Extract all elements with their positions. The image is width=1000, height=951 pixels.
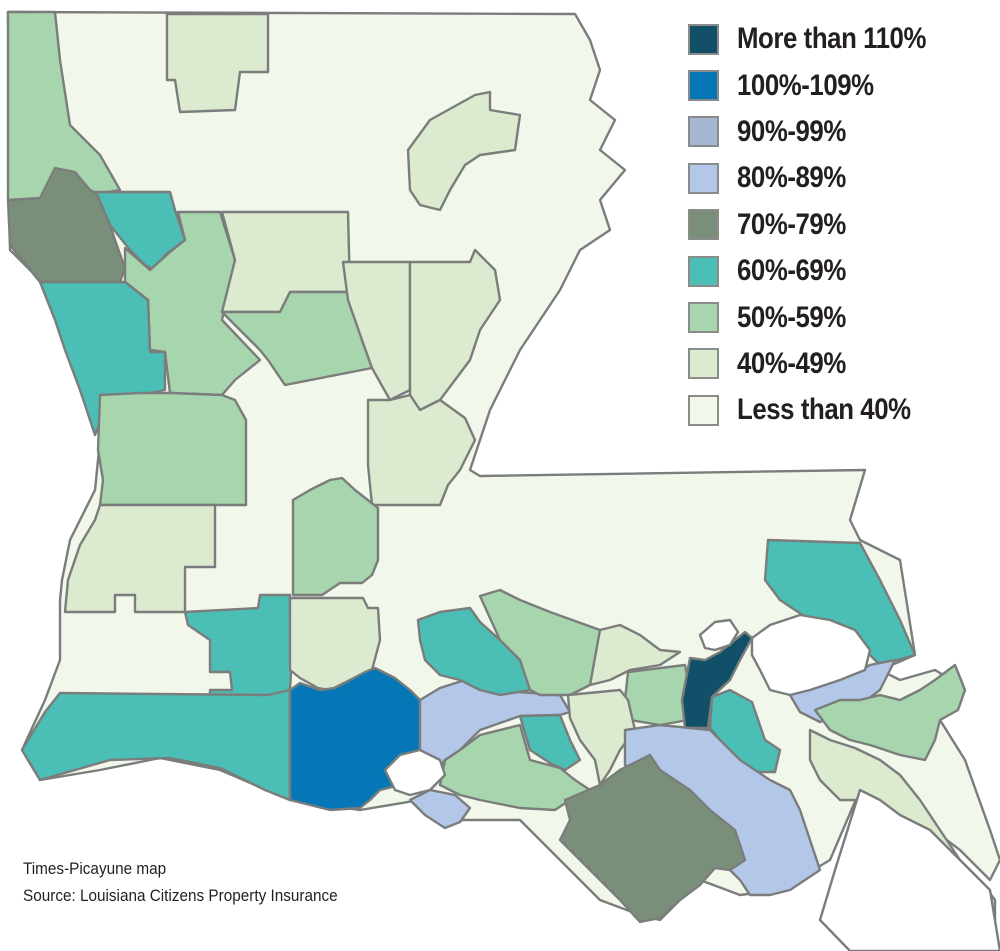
legend-label: 50%-59% [737, 300, 846, 334]
parish[interactable] [165, 12, 270, 114]
credit-line: Times-Picayune map [23, 859, 167, 878]
parish[interactable] [96, 391, 248, 507]
legend-label: Less than 40% [737, 393, 911, 427]
legend-item: Less than 40% [688, 387, 957, 433]
legend-label: 60%-69% [737, 254, 846, 288]
parish[interactable] [406, 90, 522, 212]
legend-swatch [688, 302, 719, 334]
legend-swatch [688, 70, 719, 102]
parish[interactable] [623, 663, 692, 727]
legend-label: 70%-79% [737, 207, 846, 241]
legend-swatch [688, 255, 719, 287]
gulf-notch [818, 788, 1000, 951]
legend-item: More than 110% [688, 16, 957, 62]
parish[interactable] [813, 663, 967, 762]
lake-pontchartrain [750, 613, 872, 697]
legend-item: 100%-109% [688, 62, 957, 108]
legend-item: 90%-99% [688, 109, 957, 155]
legend-item: 50%-59% [688, 294, 957, 340]
source-line: Source: Louisiana Citizens Property Insu… [23, 886, 338, 905]
legend-swatch [688, 162, 719, 194]
legend-item: 70%-79% [688, 202, 957, 248]
legend-label: 100%-109% [737, 68, 874, 102]
parish[interactable] [588, 623, 682, 687]
parish[interactable] [416, 606, 532, 697]
legend-label: 90%-99% [737, 114, 846, 148]
map-legend: More than 110% 100%-109% 90%-99% 80%-89%… [688, 16, 957, 434]
legend-item: 40%-49% [688, 341, 957, 387]
parish[interactable] [20, 688, 292, 802]
parish[interactable] [558, 753, 747, 924]
parish[interactable] [518, 713, 582, 772]
parish[interactable] [566, 688, 637, 787]
map-credits: Times-Picayune map Source: Louisiana Cit… [23, 855, 338, 909]
legend-swatch [688, 116, 719, 148]
legend-label: More than 110% [737, 22, 926, 56]
parish[interactable] [63, 503, 217, 614]
vermilion-bay [383, 748, 447, 797]
parish[interactable] [763, 538, 917, 667]
legend-swatch [688, 209, 719, 241]
legend-item: 80%-89% [688, 155, 957, 201]
legend-swatch [688, 348, 719, 380]
legend-swatch [688, 394, 719, 426]
legend-label: 80%-89% [737, 161, 846, 195]
parish[interactable] [291, 476, 380, 597]
legend-label: 40%-49% [737, 346, 846, 380]
legend-item: 60%-69% [688, 248, 957, 294]
parish[interactable] [408, 788, 472, 830]
lake-maurepas [698, 618, 740, 652]
legend-swatch [688, 23, 719, 55]
